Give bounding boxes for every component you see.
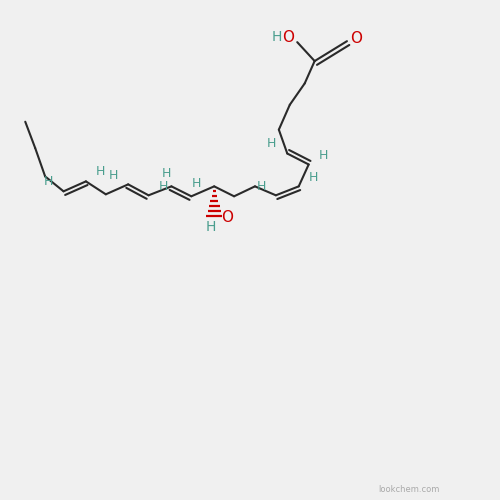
Text: H: H <box>192 178 201 190</box>
Text: H: H <box>271 30 281 44</box>
Text: H: H <box>96 165 106 178</box>
Text: H: H <box>256 180 266 193</box>
Text: H: H <box>206 220 216 234</box>
Text: O: O <box>350 30 362 46</box>
Text: H: H <box>108 169 118 182</box>
Text: H: H <box>159 180 168 193</box>
Text: H: H <box>162 168 171 180</box>
Text: H: H <box>266 137 276 150</box>
Text: H: H <box>309 171 318 184</box>
Text: lookchem.com: lookchem.com <box>378 485 440 494</box>
Text: O: O <box>282 30 294 44</box>
Text: H: H <box>44 175 54 188</box>
Text: O: O <box>221 210 233 224</box>
Text: H: H <box>319 149 328 162</box>
